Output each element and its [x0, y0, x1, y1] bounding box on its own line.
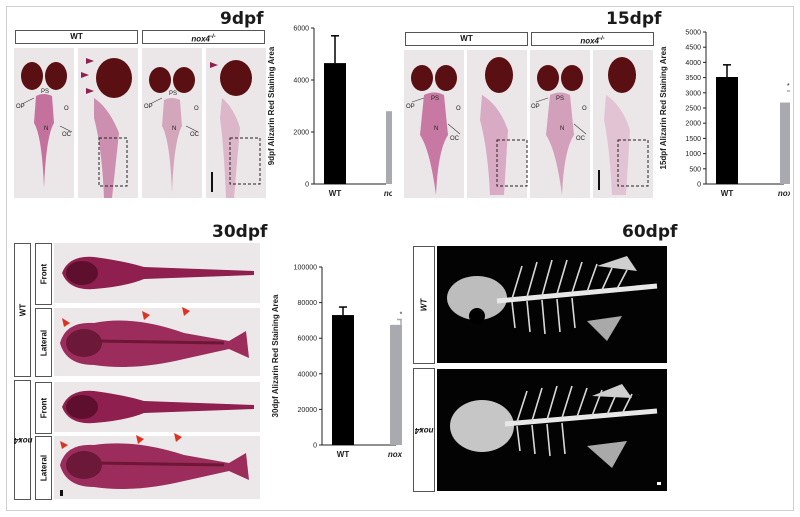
group-label-wt-9dpf: WT: [15, 30, 138, 44]
significance-marker: *: [400, 312, 402, 319]
label-o: O: [456, 106, 461, 112]
y-tick-label: 2000: [685, 121, 701, 128]
y-tick-label: 0: [305, 182, 309, 189]
significance-marker: ***: [787, 83, 790, 90]
bar-nox4: [386, 111, 392, 184]
y-tick-label: 80000: [298, 300, 318, 307]
label-n: N: [44, 126, 48, 132]
larva-images-15dpf: [404, 50, 653, 198]
y-tick-label: 2000: [293, 130, 309, 137]
group-label-wt-30dpf: WT: [14, 243, 31, 377]
y-axis-label: 9dpf Alizarin Red Staining Area: [267, 46, 276, 165]
label-o: O: [64, 106, 69, 112]
panel-title-9dpf: 9dpf: [220, 9, 264, 29]
label-op: OP: [406, 104, 415, 110]
y-tick-label: 60000: [298, 336, 318, 343]
structure-labels-15dpf: PS O OP N OC PS O OP N OC: [406, 96, 587, 142]
panel-title-60dpf: 60dpf: [622, 222, 678, 242]
label-ps: PS: [41, 89, 49, 95]
label-op: OP: [16, 104, 25, 110]
y-tick-label: 500: [689, 166, 701, 173]
label-ps: PS: [169, 91, 177, 97]
y-tick-label: 0: [313, 443, 317, 450]
microct-images-60dpf: [437, 246, 667, 491]
y-tick-label: 2500: [685, 106, 701, 113]
y-tick-label: 20000: [298, 407, 318, 414]
label-oc: OC: [190, 132, 200, 138]
y-axis-label: 30dpf Alizarin Red Staining Area: [271, 294, 280, 418]
group-label-mut-60dpf: nox4 -/-: [413, 368, 435, 492]
structure-labels-9dpf: PS O OP N OC PS O OP N OC: [16, 89, 200, 138]
x-tick-label: nox4-/-: [388, 450, 402, 459]
y-tick-label: 1500: [685, 136, 701, 143]
view-label-front-wt: Front: [35, 243, 52, 305]
view-label-lateral-wt: Lateral: [35, 308, 52, 377]
y-tick-label: 3500: [685, 75, 701, 82]
bar-wt: [332, 315, 354, 445]
bar-wt: [716, 76, 738, 184]
y-tick-label: 4500: [685, 45, 701, 52]
y-tick-label: 4000: [685, 60, 701, 67]
group-label-mut-15dpf: nox4-/-: [531, 32, 654, 46]
chart-30dpf: 30dpf Alizarin Red Staining Area 0 20000 40…: [271, 265, 402, 459]
figure-frame: [6, 6, 794, 511]
x-tick-label: nox4-/-: [778, 189, 790, 198]
view-label-front-mut: Front: [35, 382, 52, 434]
label-op: OP: [531, 104, 540, 110]
view-label-lateral-mut: Lateral: [35, 436, 52, 500]
label-o: O: [194, 106, 199, 112]
y-tick-label: 100000: [294, 265, 317, 272]
chart-9dpf: 9dpf Alizarin Red Staining Area 0 2000 4000…: [267, 26, 392, 198]
label-op: OP: [144, 104, 153, 110]
chart-15dpf: 15dpf Alizarin Red Staining Area 0 500 1000…: [659, 30, 790, 198]
y-tick-label: 4000: [293, 78, 309, 85]
bar-nox4: [390, 324, 402, 445]
label-o: O: [582, 106, 587, 112]
label-oc: OC: [576, 136, 586, 142]
x-tick-label: WT: [337, 450, 350, 459]
panel-title-15dpf: 15dpf: [606, 9, 662, 29]
label-oc: OC: [450, 136, 460, 142]
y-tick-label: 1000: [685, 151, 701, 158]
y-axis-label: 15dpf Alizarin Red Staining Area: [659, 46, 668, 170]
label-ps: PS: [431, 96, 439, 102]
label-n: N: [172, 126, 176, 132]
group-label-wt-60dpf: WT: [413, 246, 435, 364]
label-oc: OC: [62, 132, 72, 138]
y-tick-label: 5000: [685, 30, 701, 37]
group-label-mut-9dpf: nox4-/-: [142, 30, 265, 44]
x-tick-label: nox4-/-: [384, 189, 392, 198]
label-ps: PS: [556, 96, 564, 102]
fish-images-30dpf: [54, 243, 260, 499]
y-tick-label: 6000: [293, 26, 309, 33]
larva-images-9dpf: [14, 48, 266, 198]
panel-title-30dpf: 30dpf: [212, 222, 268, 242]
bar-nox4: [780, 102, 790, 184]
x-tick-label: WT: [721, 189, 734, 198]
group-label-mut-30dpf: nox4 -/-: [13, 380, 32, 500]
x-tick-label: WT: [329, 189, 342, 198]
y-tick-label: 3000: [685, 90, 701, 97]
label-n: N: [434, 126, 438, 132]
y-tick-label: 40000: [298, 371, 318, 378]
label-n: N: [560, 126, 564, 132]
y-tick-label: 0: [697, 182, 701, 189]
bar-wt: [324, 63, 346, 184]
group-label-wt-15dpf: WT: [405, 32, 528, 46]
